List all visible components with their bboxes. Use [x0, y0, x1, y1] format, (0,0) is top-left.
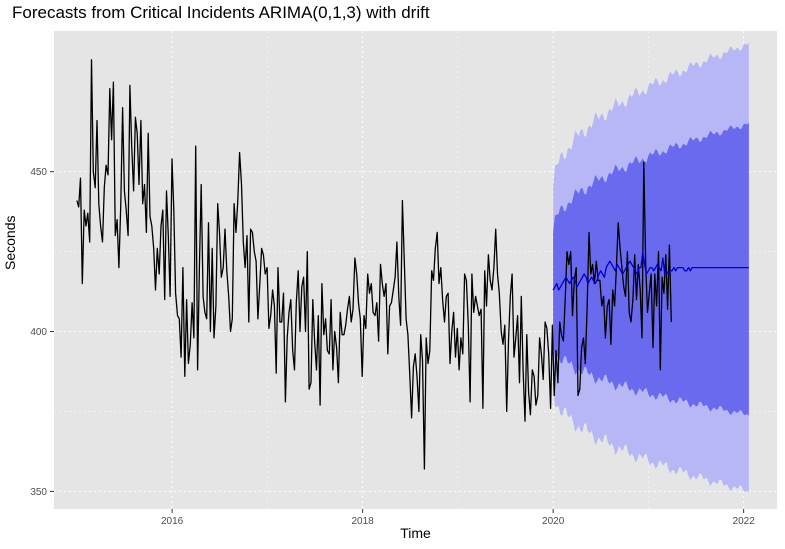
x-tick-label: 2020 — [542, 516, 565, 527]
chart-title: Forecasts from Critical Incidents ARIMA(… — [12, 3, 430, 22]
x-tick-label: 2016 — [161, 516, 184, 527]
y-tick-label: 350 — [30, 487, 47, 498]
x-tick-label: 2018 — [352, 516, 375, 527]
x-tick-label: 2022 — [733, 516, 756, 527]
y-tick-label: 450 — [30, 167, 47, 178]
history-line — [76, 59, 672, 470]
grid-lines — [54, 31, 777, 509]
y-axis-label: Seconds — [2, 215, 18, 270]
y-tick-label: 400 — [30, 327, 47, 338]
axis-ticks: 2016 2018 2020 2022 350 400 450 — [30, 167, 755, 527]
forecast-80-interval — [553, 122, 749, 416]
x-axis-label: Time — [400, 525, 431, 541]
series-lines — [76, 59, 749, 470]
forecast-line — [552, 250, 749, 291]
